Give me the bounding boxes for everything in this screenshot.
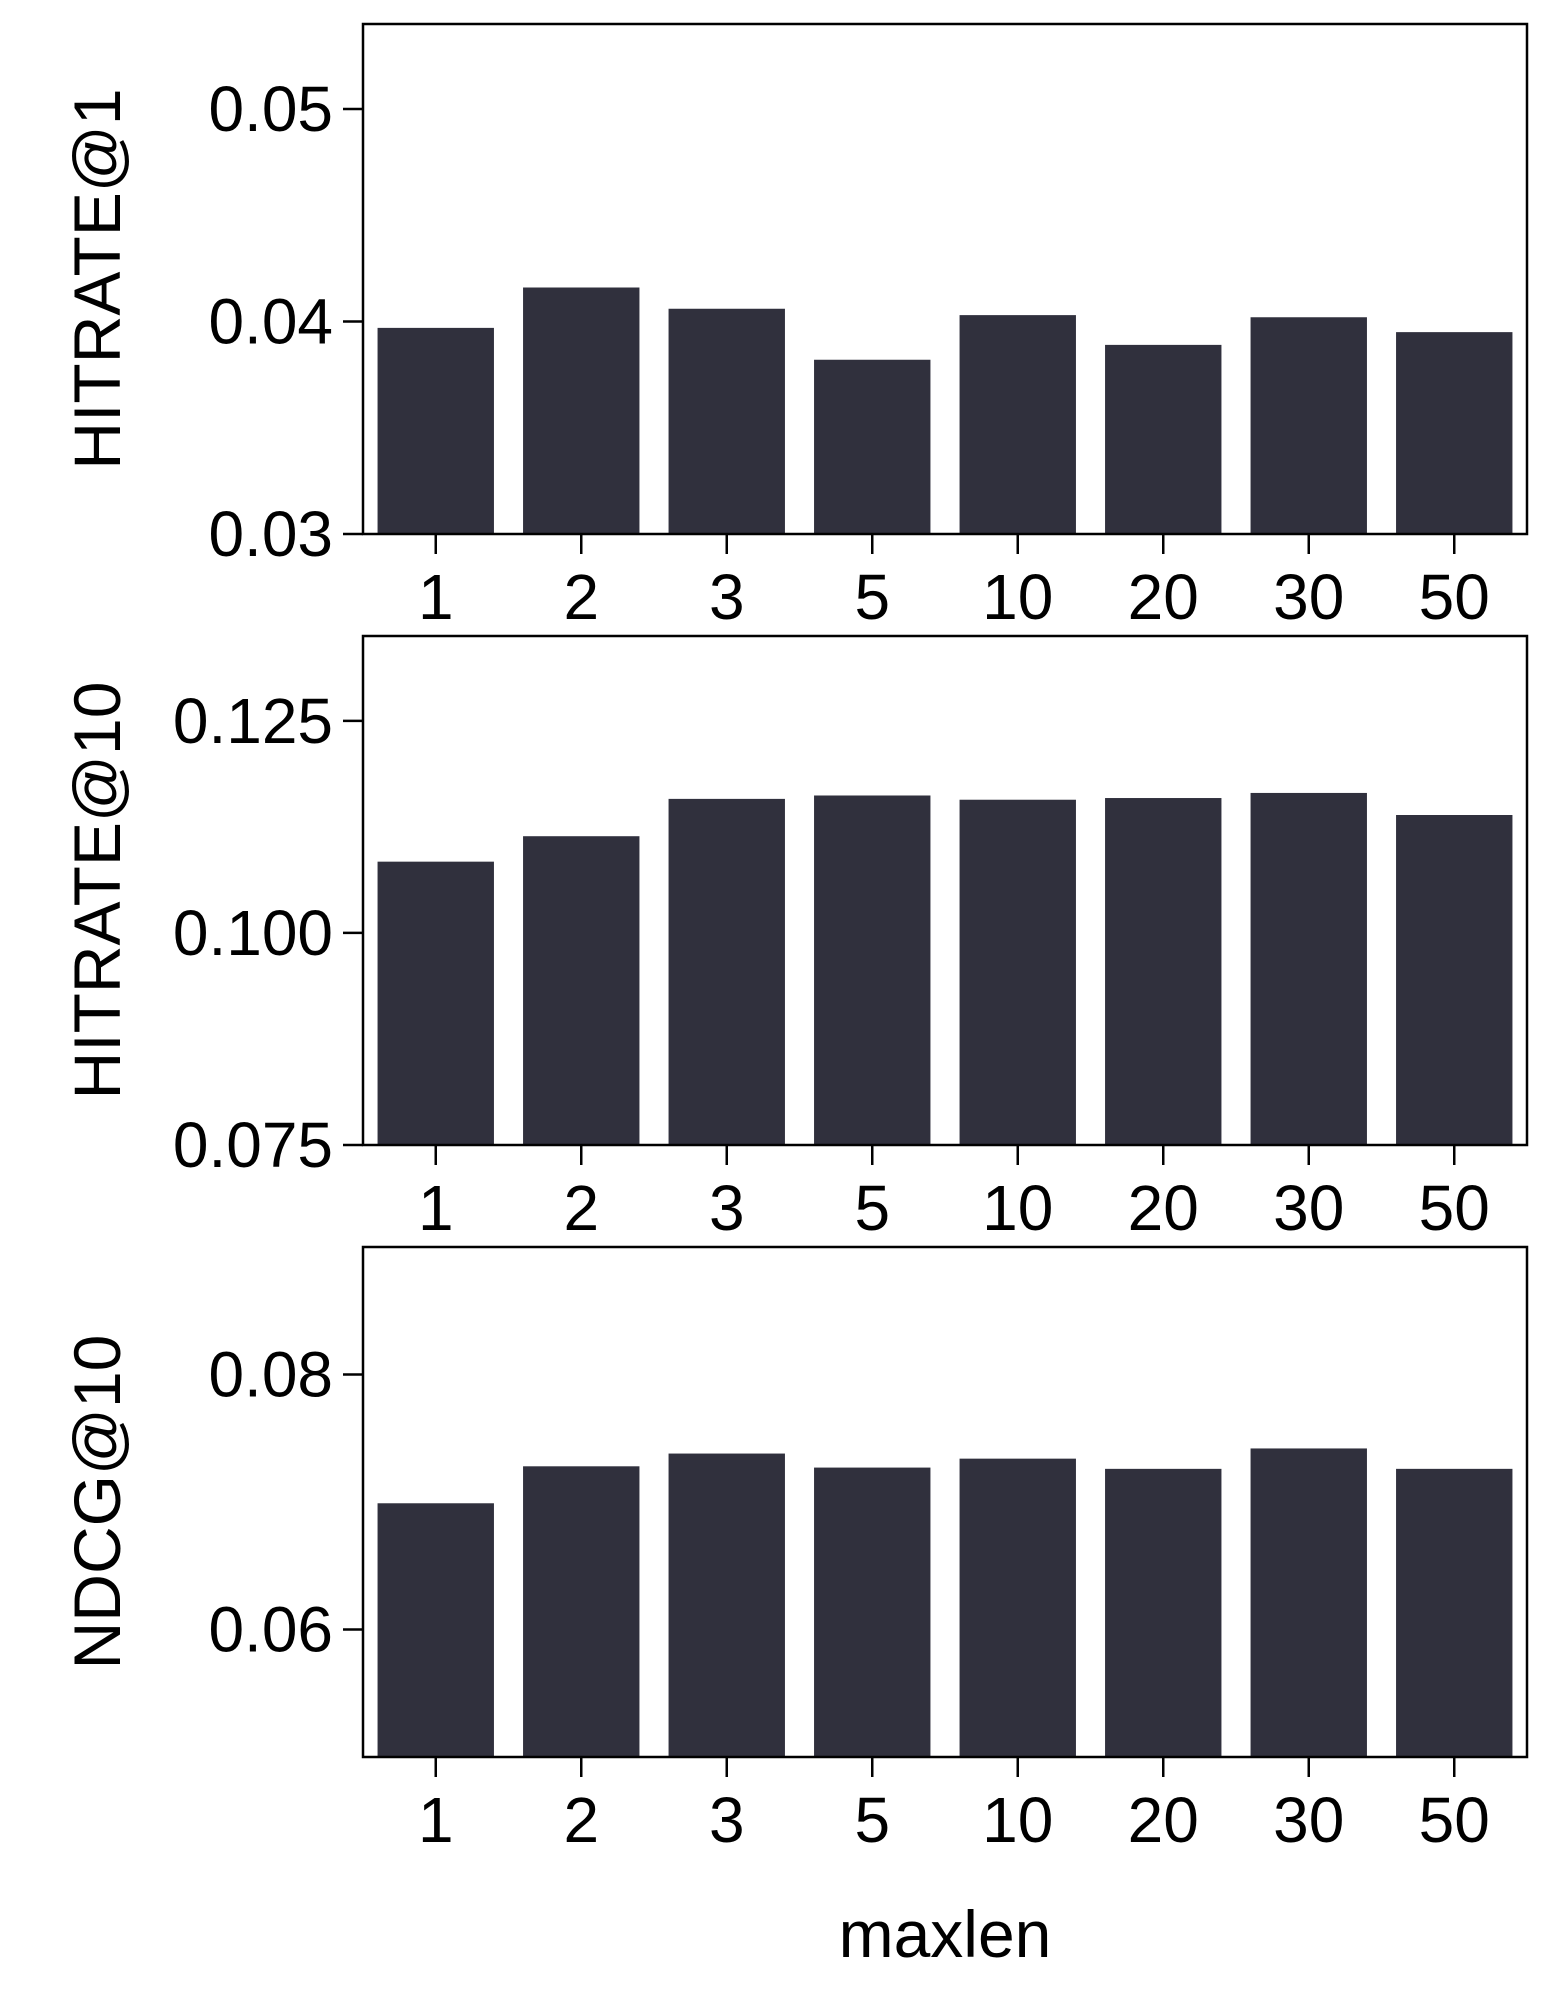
x-tick-label: 10 — [982, 561, 1053, 633]
y-axis-title: HITRATE@10 — [60, 682, 134, 1100]
x-tick-label: 5 — [854, 561, 890, 633]
y-tick-label: 0.05 — [208, 73, 333, 145]
x-tick-label: 30 — [1273, 561, 1344, 633]
x-tick-label: 20 — [1128, 561, 1199, 633]
x-tick-label: 2 — [563, 1172, 599, 1244]
x-tick-label: 10 — [982, 1784, 1053, 1856]
bar-1 — [377, 861, 494, 1145]
bar-3 — [668, 1453, 785, 1757]
bar-20 — [1105, 1468, 1222, 1757]
y-tick-label: 0.03 — [208, 498, 333, 570]
panel-2: 1 2 3 5 10 20 30 50 0.075 0.100 0.125 HITRATE@10 — [60, 634, 1529, 1244]
x-tick-label: 20 — [1128, 1172, 1199, 1244]
bar-50 — [1396, 332, 1513, 535]
bar-3 — [668, 798, 785, 1145]
bar-50 — [1396, 815, 1513, 1145]
bar-30 — [1250, 792, 1367, 1145]
bar-30 — [1250, 317, 1367, 534]
x-tick-label: 50 — [1419, 561, 1490, 633]
bar-20 — [1105, 344, 1222, 534]
x-tick-label: 20 — [1128, 1784, 1199, 1856]
x-tick-label: 1 — [418, 561, 454, 633]
x-tick-label: 3 — [709, 1784, 745, 1856]
x-tick-label: 3 — [709, 561, 745, 633]
x-tick-label: 2 — [563, 561, 599, 633]
y-tick-label: 0.08 — [208, 1339, 333, 1411]
x-tick-label: 1 — [418, 1784, 454, 1856]
bar-2 — [523, 836, 640, 1145]
x-tick-label: 2 — [563, 1784, 599, 1856]
bar-20 — [1105, 798, 1222, 1145]
y-tick-label: 0.04 — [208, 286, 333, 358]
plot-frame — [361, 1245, 1529, 1759]
x-axis-title: maxlen — [839, 1897, 1052, 1971]
plot-frame — [361, 22, 1529, 536]
x-tick-label: 30 — [1273, 1172, 1344, 1244]
x-tick-label: 5 — [854, 1172, 890, 1244]
bar-10 — [959, 1458, 1076, 1757]
bar-5 — [814, 359, 931, 534]
bar-2 — [523, 287, 640, 534]
panel-1: 1 2 3 5 10 20 30 50 0.03 0.04 0.05 HITRATE@1 — [60, 22, 1529, 633]
x-tick-label: 3 — [709, 1172, 745, 1244]
bar-1 — [377, 327, 494, 535]
bar-2 — [523, 1466, 640, 1757]
x-tick-label: 1 — [418, 1172, 454, 1244]
y-axis-title: NDCG@10 — [60, 1335, 134, 1670]
y-tick-label: 0.100 — [173, 897, 333, 969]
y-axis-title: HITRATE@1 — [60, 88, 134, 469]
y-tick-label: 0.075 — [173, 1109, 333, 1181]
bar-5 — [814, 1467, 931, 1757]
bar-3 — [668, 308, 785, 534]
bar-50 — [1396, 1468, 1513, 1757]
bar-10 — [959, 315, 1076, 534]
bar-30 — [1250, 1448, 1367, 1757]
x-tick-label: 10 — [982, 1172, 1053, 1244]
bar-10 — [959, 799, 1076, 1145]
x-tick-label: 5 — [854, 1784, 890, 1856]
x-tick-label: 30 — [1273, 1784, 1344, 1856]
bar-1 — [377, 1503, 494, 1757]
y-tick-label: 0.125 — [173, 685, 333, 757]
bar-5 — [814, 795, 931, 1145]
x-tick-label: 50 — [1419, 1172, 1490, 1244]
panel-3: 1 2 3 5 10 20 30 50 0.06 0.08 NDCG@10 maxlen — [60, 1245, 1529, 1971]
x-tick-label: 50 — [1419, 1784, 1490, 1856]
plot-frame — [361, 634, 1529, 1147]
y-tick-label: 0.06 — [208, 1594, 333, 1666]
